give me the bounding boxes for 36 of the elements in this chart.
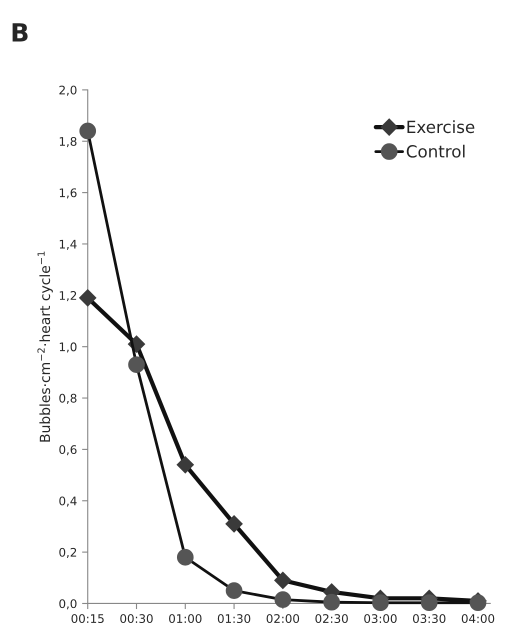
x-tick-label: 00:15 [71, 614, 104, 624]
y-tick-label: 2,0 [59, 86, 77, 96]
x-tick-label: 02:00 [266, 614, 300, 624]
y-tick-label: 0,8 [59, 394, 76, 404]
point [176, 456, 194, 474]
point [226, 515, 243, 532]
point [79, 289, 96, 306]
x-tick-label: 01:00 [169, 614, 202, 624]
x-tick-label: 00:30 [120, 614, 153, 624]
y-tick-label: 1,8 [60, 136, 76, 148]
x-tick-label: 02:30 [315, 614, 348, 624]
x-tick-label: 01:30 [218, 614, 250, 624]
point [226, 582, 242, 599]
point [420, 594, 438, 612]
y-tick-label: 0,0 [59, 599, 77, 610]
y-tick-label: 0,4 [59, 496, 77, 507]
point [323, 594, 340, 611]
point [176, 548, 194, 566]
y-axis-title: Bubbles·cm$^{−2}$·heart cycle$^{−1}$ [37, 252, 53, 442]
text: B [12, 23, 28, 42]
x-tick-label: 04:00 [462, 614, 494, 624]
point [79, 122, 96, 140]
point [274, 591, 292, 608]
y-tick-label: 0,2 [59, 548, 76, 558]
y-tick-label: 0,6 [59, 445, 77, 456]
x-tick-label: 03:00 [364, 614, 397, 624]
point [128, 356, 145, 373]
legend-label: Exercise [407, 120, 474, 134]
x-tick-label: 03:30 [412, 614, 446, 624]
point [274, 572, 292, 589]
y-tick-label: 1,4 [60, 240, 77, 250]
y-tick-label: 1,6 [60, 188, 77, 198]
y-tick-label: 1,2 [60, 291, 76, 302]
point [372, 594, 389, 612]
legend-label: Control [406, 144, 465, 158]
y-tick-label: 1,0 [60, 342, 77, 353]
